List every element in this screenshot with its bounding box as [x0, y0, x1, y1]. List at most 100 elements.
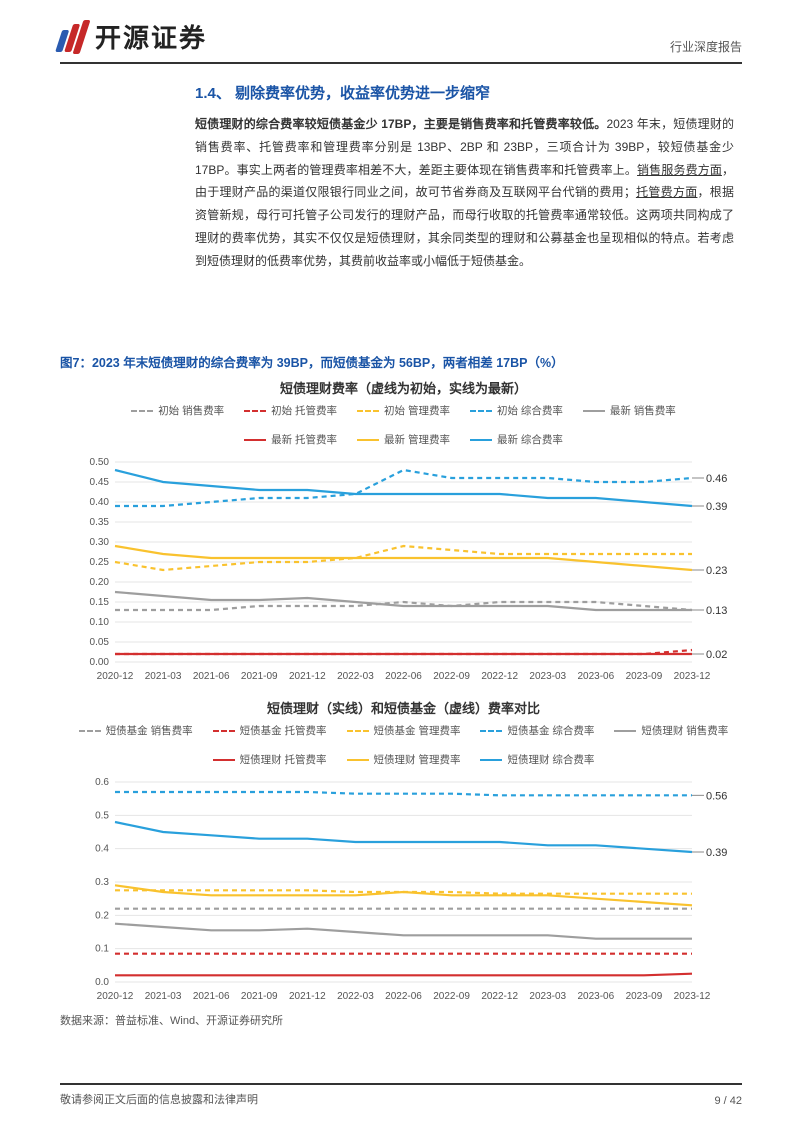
svg-text:0.15: 0.15 [90, 597, 110, 608]
svg-text:2020-12: 2020-12 [97, 671, 134, 682]
legend-swatch [79, 730, 101, 732]
svg-text:2023-09: 2023-09 [626, 991, 663, 1002]
legend-item: 最新 管理费率 [357, 432, 450, 447]
svg-text:0.05: 0.05 [90, 637, 110, 648]
legend-item: 短债基金 管理费率 [347, 723, 461, 738]
legend-label: 最新 综合费率 [497, 432, 563, 447]
legend-item: 短债理财 管理费率 [347, 752, 461, 767]
legend-swatch [480, 759, 502, 761]
svg-text:2021-03: 2021-03 [145, 671, 182, 682]
legend-item: 短债理财 销售费率 [614, 723, 728, 738]
para-lead-bold: 短债理财的综合费率较短债基金少 17BP，主要是销售费率和托管费率较低。 [195, 117, 606, 131]
svg-text:0.56: 0.56 [706, 790, 727, 802]
legend-item: 短债理财 托管费率 [213, 752, 327, 767]
svg-text:0.39: 0.39 [706, 501, 727, 513]
figure-caption: 图7：2023 年末短债理财的综合费率为 39BP，而短债基金为 56BP，两者… [60, 352, 564, 371]
svg-text:2022-06: 2022-06 [385, 991, 422, 1002]
legend-swatch [213, 730, 235, 732]
legend-label: 短债理财 销售费率 [641, 723, 728, 738]
legend-label: 最新 托管费率 [271, 432, 337, 447]
svg-text:0.1: 0.1 [95, 944, 109, 955]
logo-icon [54, 20, 90, 54]
legend-swatch [244, 410, 266, 412]
svg-text:0.35: 0.35 [90, 517, 110, 528]
section-number: 1.4、 [195, 85, 231, 102]
legend-swatch [347, 730, 369, 732]
svg-text:2022-12: 2022-12 [481, 671, 518, 682]
svg-text:0.13: 0.13 [706, 605, 727, 617]
footer-divider [60, 1083, 742, 1085]
svg-text:2023-03: 2023-03 [529, 671, 566, 682]
legend-label: 短债理财 管理费率 [374, 752, 461, 767]
legend-label: 短债基金 管理费率 [374, 723, 461, 738]
svg-text:0.30: 0.30 [90, 537, 110, 548]
legend-label: 短债基金 销售费率 [106, 723, 193, 738]
svg-text:0.45: 0.45 [90, 477, 110, 488]
legend-item: 短债基金 销售费率 [79, 723, 193, 738]
legend-swatch [244, 439, 266, 441]
legend-swatch [583, 410, 605, 412]
svg-text:0.50: 0.50 [90, 457, 110, 468]
svg-text:2020-12: 2020-12 [97, 991, 134, 1002]
svg-text:0.2: 0.2 [95, 910, 109, 921]
legend-label: 初始 托管费率 [271, 403, 337, 418]
figure-caption-text: 2023 年末短债理财的综合费率为 39BP，而短债基金为 56BP，两者相差 … [92, 356, 564, 370]
legend-label: 初始 管理费率 [384, 403, 450, 418]
svg-text:0.3: 0.3 [95, 877, 109, 888]
svg-text:0.20: 0.20 [90, 577, 110, 588]
svg-text:2022-12: 2022-12 [481, 991, 518, 1002]
legend-item: 短债基金 托管费率 [213, 723, 327, 738]
legend-label: 初始 销售费率 [158, 403, 224, 418]
legend-item: 初始 托管费率 [244, 403, 337, 418]
legend-swatch [213, 759, 235, 761]
legend-label: 最新 销售费率 [610, 403, 676, 418]
svg-text:2021-12: 2021-12 [289, 991, 326, 1002]
legend-label: 短债基金 托管费率 [240, 723, 327, 738]
svg-text:2021-09: 2021-09 [241, 991, 278, 1002]
svg-text:2022-09: 2022-09 [433, 991, 470, 1002]
svg-text:2021-09: 2021-09 [241, 671, 278, 682]
legend-swatch [480, 730, 502, 732]
chart-2-title: 短债理财（实线）和短债基金（虚线）费率对比 [75, 698, 732, 717]
logo: 开源证券 [60, 18, 207, 55]
chart-1: 短债理财费率（虚线为初始，实线为最新） 初始 销售费率 初始 托管费率 初始 管理费… [75, 378, 732, 678]
svg-text:2021-03: 2021-03 [145, 991, 182, 1002]
legend-swatch [131, 410, 153, 412]
svg-text:0.6: 0.6 [95, 777, 109, 788]
legend-swatch [347, 759, 369, 761]
legend-label: 短债基金 综合费率 [507, 723, 594, 738]
legend-item: 最新 销售费率 [583, 403, 676, 418]
logo-text: 开源证券 [95, 18, 207, 55]
svg-text:2022-09: 2022-09 [433, 671, 470, 682]
svg-text:2022-06: 2022-06 [385, 671, 422, 682]
svg-text:0.02: 0.02 [706, 649, 727, 661]
legend-swatch [470, 410, 492, 412]
svg-text:0.10: 0.10 [90, 617, 110, 628]
svg-text:2023-06: 2023-06 [577, 991, 614, 1002]
svg-text:0.0: 0.0 [95, 977, 109, 988]
body-paragraph: 短债理财的综合费率较短债基金少 17BP，主要是销售费率和托管费率较低。2023… [195, 113, 734, 273]
legend-swatch [614, 730, 636, 732]
svg-text:0.25: 0.25 [90, 557, 110, 568]
legend-label: 短债理财 托管费率 [240, 752, 327, 767]
svg-text:0.23: 0.23 [706, 565, 727, 577]
chart-1-legend: 初始 销售费率初始 托管费率初始 管理费率初始 综合费率最新 销售费率最新 托管… [75, 403, 732, 447]
page-number: 9 / 42 [714, 1095, 742, 1107]
legend-label: 最新 管理费率 [384, 432, 450, 447]
svg-text:0.39: 0.39 [706, 847, 727, 859]
chart-2: 短债理财（实线）和短债基金（虚线）费率对比 短债基金 销售费率 短债基金 托管费率… [75, 698, 732, 998]
svg-text:2022-03: 2022-03 [337, 671, 374, 682]
chart-1-title: 短债理财费率（虚线为初始，实线为最新） [75, 378, 732, 397]
svg-text:2023-09: 2023-09 [626, 671, 663, 682]
header-divider [60, 62, 742, 64]
svg-text:0.4: 0.4 [95, 844, 109, 855]
data-source: 数据来源：普益标准、Wind、开源证券研究所 [60, 1012, 283, 1028]
legend-item: 初始 管理费率 [357, 403, 450, 418]
svg-text:2021-06: 2021-06 [193, 991, 230, 1002]
svg-text:2021-06: 2021-06 [193, 671, 230, 682]
svg-text:2022-03: 2022-03 [337, 991, 374, 1002]
legend-item: 短债基金 综合费率 [480, 723, 594, 738]
footer-disclaimer: 敬请参阅正文后面的信息披露和法律声明 [60, 1091, 258, 1107]
legend-swatch [357, 439, 379, 441]
svg-text:0.40: 0.40 [90, 497, 110, 508]
